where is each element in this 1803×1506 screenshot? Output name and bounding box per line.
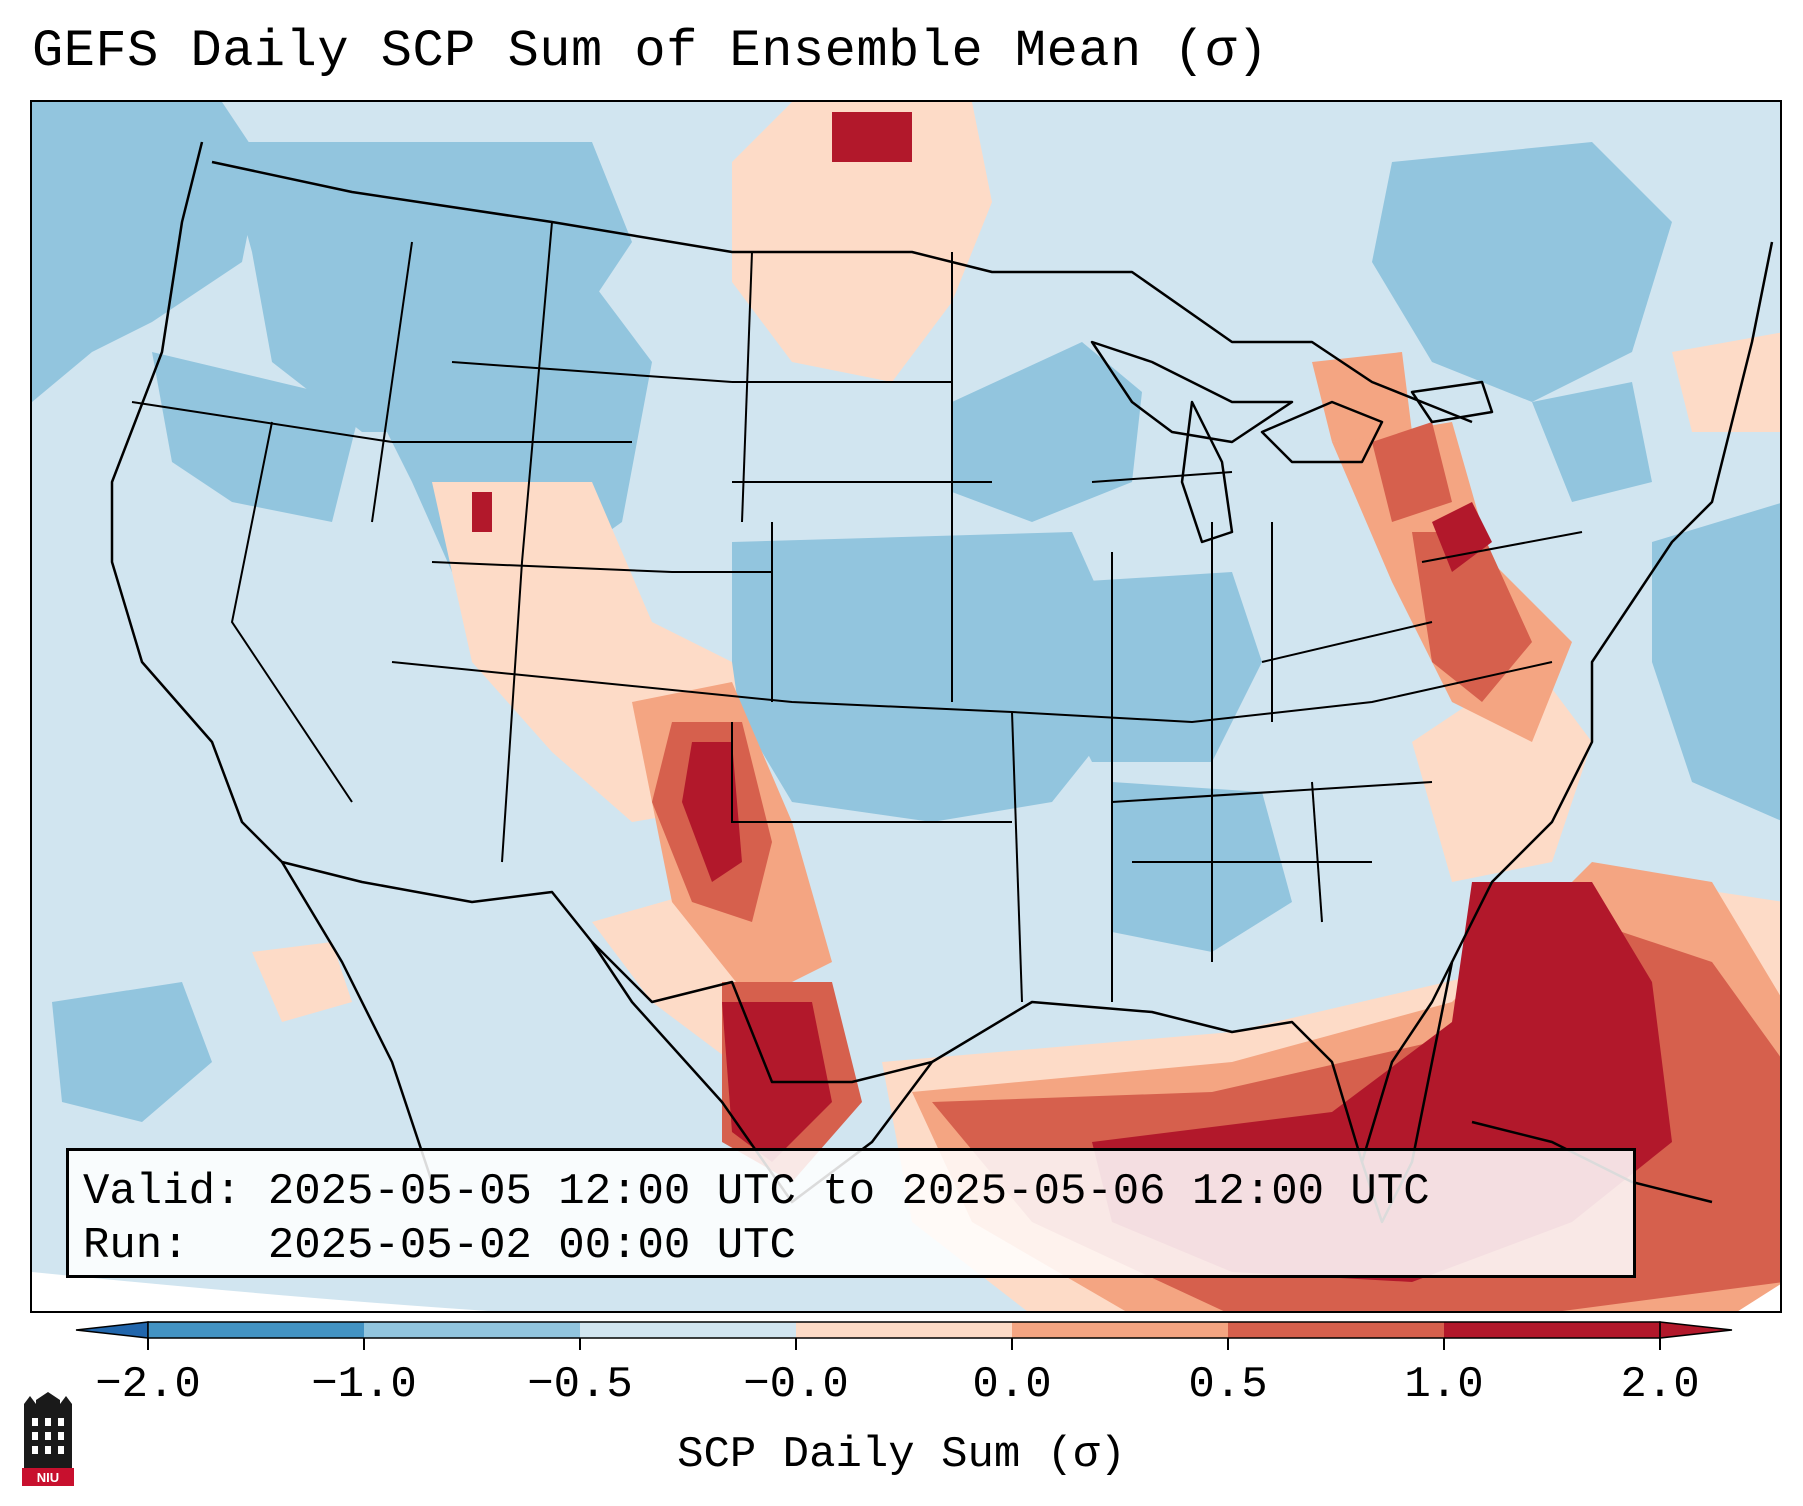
canada-border <box>211 160 1473 424</box>
colorbar-segment <box>364 1322 581 1338</box>
logo-text: NIU <box>37 1470 59 1485</box>
us-outline <box>110 141 1774 1224</box>
colorbar-segments <box>75 1321 1733 1339</box>
map-boundaries <box>110 141 1774 1224</box>
negative-anomaly-regions <box>32 102 1780 1122</box>
colorbar-tick-label: 1.0 <box>1404 1360 1483 1410</box>
map-title: GEFS Daily SCP Sum of Ensemble Mean (σ) <box>32 22 1269 81</box>
mexico-coast <box>280 861 434 1183</box>
map-panel <box>30 100 1782 1313</box>
state-borders <box>131 221 1583 1003</box>
outside-projection <box>32 1272 489 1311</box>
colorbar-ticks: −2.0 −1.0 −0.5 −0.0 0.0 0.5 1.0 2.0 <box>95 1338 1700 1410</box>
colorbar-segment <box>1228 1322 1445 1338</box>
colorbar-tick-label: −0.5 <box>527 1360 633 1410</box>
colorbar-tick-label: −1.0 <box>311 1360 417 1410</box>
run-value: 2025-05-02 00:00 UTC <box>267 1221 796 1271</box>
colorbar-segment <box>580 1322 797 1338</box>
run-label: Run: <box>83 1221 189 1271</box>
great-lakes <box>1090 340 1294 444</box>
colorbar: −2.0 −1.0 −0.5 −0.0 0.0 0.5 1.0 2.0 <box>75 1321 1733 1410</box>
colorbar-tick-label: 0.0 <box>972 1360 1051 1410</box>
colorbar-extend-low <box>75 1321 149 1339</box>
valid-run-info-box: Valid: 2025-05-05 12:00 UTC to 2025-05-0… <box>66 1148 1636 1278</box>
colorbar-extend-high <box>1659 1321 1733 1339</box>
colorbar-tick-label: 2.0 <box>1620 1360 1699 1410</box>
scp-map <box>32 102 1780 1311</box>
colorbar-segment <box>1012 1322 1229 1338</box>
niu-logo: NIU <box>22 1392 74 1486</box>
colorbar-label: SCP Daily Sum (σ) <box>677 1430 1126 1480</box>
colorbar-segment <box>796 1322 1013 1338</box>
colorbar-segment <box>1444 1322 1661 1338</box>
colorbar-segment <box>148 1322 365 1338</box>
florida <box>1360 961 1454 1163</box>
colorbar-tick-label: −2.0 <box>95 1360 201 1410</box>
valid-label: Valid: <box>83 1167 242 1217</box>
colorbar-outline <box>147 1321 1661 1339</box>
colorbar-tick-label: −0.0 <box>743 1360 849 1410</box>
colorbar-tick-label: 0.5 <box>1188 1360 1267 1410</box>
valid-value: 2025-05-05 12:00 UTC to 2025-05-06 12:00… <box>267 1167 1430 1217</box>
